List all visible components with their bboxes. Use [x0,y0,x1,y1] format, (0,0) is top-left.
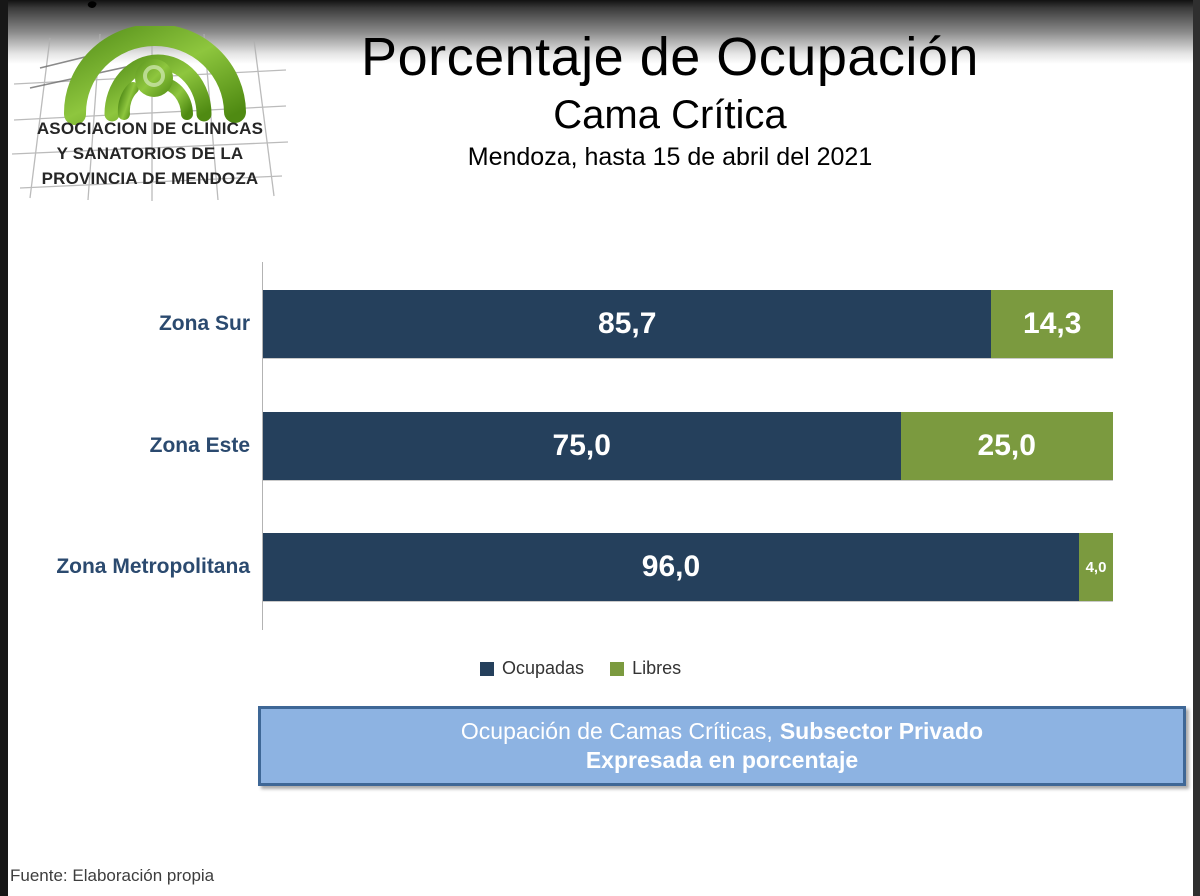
legend-item-ocupadas: Ocupadas [480,658,584,679]
bar-value-label: 25,0 [977,429,1036,462]
bar-value-label: 96,0 [641,550,701,583]
logo-circle [135,59,173,97]
bar-segment-libres: 4,0 [1079,533,1113,601]
logo-text-line3: PROVINCIA DE MENDOZA [41,169,259,188]
bar-segment-libres: 14,3 [991,290,1113,358]
bar-track: 96,0 4,0 [263,533,1113,601]
category-label: Zona Metropolitana [56,555,250,578]
caption-line-1: Ocupación de Camas Críticas, Subsector P… [461,717,983,746]
page-subtitle: Cama Crítica [553,93,787,137]
category-label: Zona Sur [158,312,250,335]
bar-track: 75,0 25,0 [263,412,1113,480]
left-edge-shadow [0,0,8,896]
chart-legend: Ocupadas Libres [480,658,681,679]
bar-value-label: 14,3 [1023,307,1082,340]
association-logo: ASOCIACION DE CLINICAS Y SANATORIOS DE L… [12,26,288,204]
page-date-line: Mendoza, hasta 15 de abril del 2021 [467,143,873,171]
source-note: Fuente: Elaboración propia [10,866,215,885]
bar-row: Zona Sur 85,7 14,3 [0,290,1200,358]
caption-regular-text: Ocupación de Camas Críticas, [460,718,773,744]
bar-value-label: 75,0 [552,429,611,462]
logo-text-line2: Y SANATORIOS DE LA [56,144,244,163]
title-block: Porcentaje de Ocupación Cama Crítica Men… [140,26,1200,172]
bar-row: Zona Este 75,0 25,0 [0,412,1200,480]
bar-segment-ocupadas: 75,0 [263,412,901,480]
bar-row: Zona Metropolitana 96,0 4,0 [0,533,1200,601]
caption-line-2: Expresada en porcentaje [586,746,858,775]
caption-box: Ocupación de Camas Críticas, Subsector P… [258,706,1186,786]
bar-value-label: 4,0 [1085,558,1107,576]
logo-text-line1: ASOCIACION DE CLINICAS [36,119,264,138]
bar-value-label: 85,7 [598,307,657,340]
legend-item-libres: Libres [610,658,681,679]
legend-label-ocupadas: Ocupadas [502,658,585,678]
legend-label-libres: Libres [632,658,682,678]
bar-track: 85,7 14,3 [263,290,1113,358]
y-axis-line [262,262,263,630]
page-title: Porcentaje de Ocupación [361,27,979,87]
bar-segment-ocupadas: 85,7 [263,290,992,358]
right-edge-shadow [1193,0,1200,896]
logo-circle-highlight [143,65,165,87]
logo-symbol-icon [12,26,288,201]
bar-segment-libres: 25,0 [900,412,1113,480]
legend-swatch-ocupadas [480,661,494,676]
caption-line2-text: Expresada en porcentaje [585,747,859,773]
stacked-bar-chart: Zona Sur 85,7 14,3 Zona Este 75,0 25,0 Zona Me… [0,262,1200,630]
caption-bold-text: Subsector Privado [779,718,984,744]
category-label: Zona Este [149,434,250,457]
logo-text: ASOCIACION DE CLINICAS Y SANATORIOS DE L… [12,116,288,191]
bar-segment-ocupadas: 96,0 [263,533,1079,601]
legend-swatch-libres [610,661,625,676]
